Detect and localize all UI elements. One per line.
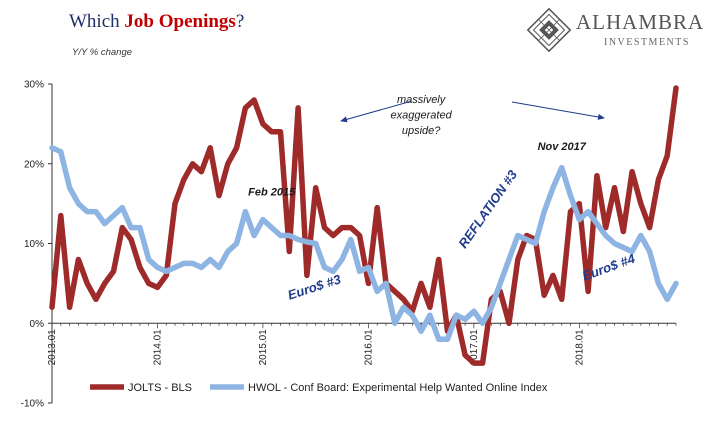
hwol-series-line	[49, 145, 679, 342]
logo-name: ALHAMBRA	[576, 10, 705, 34]
y-tick-label: 30%	[24, 80, 44, 91]
x-tick-label: 2015.01	[258, 329, 269, 366]
annotation-reflation-3: REFLATION #3	[455, 167, 520, 251]
annotation-nov-2017: Nov 2017	[538, 141, 587, 153]
logo-diamond-icon	[526, 7, 572, 53]
annotation-upside-line: massively	[397, 94, 447, 106]
logo-tagline: INVESTMENTS	[604, 37, 690, 48]
right-arrow-icon	[511, 101, 605, 120]
annotation-upside-line: upside?	[402, 125, 441, 137]
title-highlight: Job Openings	[124, 11, 236, 32]
title-suffix: ?	[235, 11, 245, 32]
y-tick-label: 10%	[24, 239, 44, 250]
y-tick-label: 0%	[30, 319, 45, 330]
y-axis-unit-label: Y/Y % change	[72, 47, 133, 58]
y-tick-label: -10%	[21, 399, 44, 410]
y-tick-label: 20%	[24, 159, 44, 170]
x-tick-label: 2014.01	[152, 329, 163, 366]
x-tick-label: 2013.01	[47, 329, 58, 366]
legend-label-jolts: JOLTS - BLS	[128, 382, 192, 394]
alhambra-logo: ALHAMBRA INVESTMENTS	[526, 6, 703, 54]
title-prefix: Which	[69, 11, 125, 32]
x-tick-label: 2016.01	[363, 329, 374, 366]
left-arrow-icon	[340, 100, 413, 123]
annotation-feb-2015: Feb 2015	[248, 187, 296, 199]
annotation-euro-3: Euro$ #3	[286, 271, 344, 302]
annotation-upside-line: exaggerated	[391, 109, 453, 121]
jolts-series-line	[49, 85, 679, 366]
legend-label-hwol: HWOL - Conf Board: Experimental Help Wan…	[248, 382, 548, 394]
x-tick-label: 2017.01	[469, 329, 480, 366]
chart-title: Which Job Openings?	[69, 11, 244, 33]
x-tick-label: 2018.01	[574, 329, 585, 366]
